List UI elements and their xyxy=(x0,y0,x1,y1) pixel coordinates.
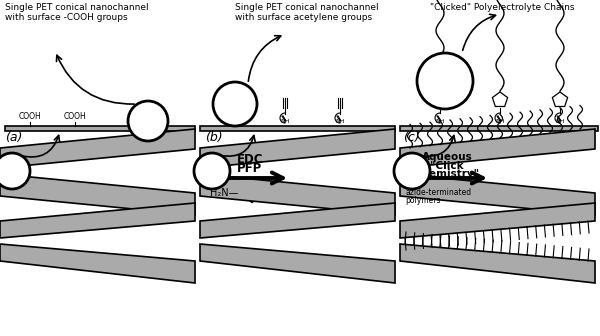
Circle shape xyxy=(128,101,168,141)
Polygon shape xyxy=(0,203,195,238)
Text: (b): (b) xyxy=(205,131,223,144)
Polygon shape xyxy=(200,126,395,131)
Text: PFP: PFP xyxy=(238,162,263,175)
Circle shape xyxy=(213,82,257,126)
Polygon shape xyxy=(400,244,595,283)
Polygon shape xyxy=(400,174,595,215)
Polygon shape xyxy=(200,129,395,168)
Text: Single PET conical nanochannel: Single PET conical nanochannel xyxy=(5,3,149,12)
Text: azide-terminated: azide-terminated xyxy=(405,188,471,197)
Text: NH: NH xyxy=(495,119,505,124)
Text: COOH: COOH xyxy=(19,112,41,121)
Circle shape xyxy=(417,53,473,109)
Text: (c): (c) xyxy=(403,131,419,144)
Text: Single PET conical nanochannel: Single PET conical nanochannel xyxy=(235,3,379,12)
Text: N: N xyxy=(501,95,505,100)
Polygon shape xyxy=(200,203,395,238)
Polygon shape xyxy=(0,244,195,283)
Text: N: N xyxy=(495,95,499,100)
Text: H₂N—: H₂N— xyxy=(210,188,238,198)
Polygon shape xyxy=(200,174,395,215)
Text: Aqueous: Aqueous xyxy=(422,152,472,162)
Circle shape xyxy=(394,153,430,189)
Text: N: N xyxy=(555,95,559,100)
Text: N: N xyxy=(561,95,565,100)
Text: NH: NH xyxy=(555,119,565,124)
Polygon shape xyxy=(400,129,595,168)
Text: NH: NH xyxy=(225,119,235,124)
Polygon shape xyxy=(433,92,448,107)
Polygon shape xyxy=(0,129,195,168)
Circle shape xyxy=(194,153,230,189)
Text: COOH: COOH xyxy=(134,112,157,121)
Polygon shape xyxy=(5,126,195,131)
Text: Chemistry": Chemistry" xyxy=(415,169,479,179)
Text: NH: NH xyxy=(335,119,345,124)
Circle shape xyxy=(0,153,30,189)
Text: NH: NH xyxy=(280,119,290,124)
Text: N: N xyxy=(441,95,445,100)
Text: NH: NH xyxy=(435,119,445,124)
Polygon shape xyxy=(400,203,595,238)
Polygon shape xyxy=(553,92,568,107)
Polygon shape xyxy=(400,126,598,131)
Text: (a): (a) xyxy=(5,131,22,144)
Text: COOH: COOH xyxy=(64,112,86,121)
Text: with surface -COOH groups: with surface -COOH groups xyxy=(5,13,128,22)
Text: "Clicked" Polyelectrolyte Chains: "Clicked" Polyelectrolyte Chains xyxy=(430,3,575,12)
Polygon shape xyxy=(0,174,195,215)
Text: polymers: polymers xyxy=(405,196,440,205)
Text: EDC: EDC xyxy=(237,153,263,166)
Text: "Click: "Click xyxy=(430,161,464,171)
Text: N: N xyxy=(435,95,439,100)
Text: with surface acetylene groups: with surface acetylene groups xyxy=(235,13,372,22)
Polygon shape xyxy=(493,92,508,107)
Polygon shape xyxy=(200,244,395,283)
